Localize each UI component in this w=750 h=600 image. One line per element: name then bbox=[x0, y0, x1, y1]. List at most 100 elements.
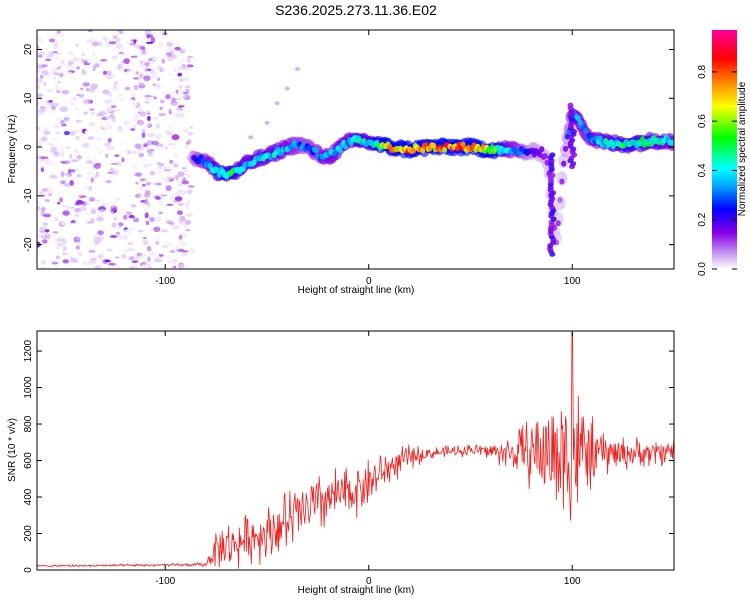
noise-speckle bbox=[41, 234, 49, 239]
noise-speckle bbox=[114, 62, 119, 66]
noise-speckle bbox=[38, 138, 47, 141]
y-tick-label: 1000 bbox=[23, 376, 34, 399]
noise-speckle bbox=[88, 38, 94, 44]
noise-speckle bbox=[41, 70, 49, 75]
noise-speckle bbox=[179, 49, 186, 54]
noise-speckle bbox=[155, 30, 163, 35]
noise-speckle bbox=[86, 250, 95, 253]
noise-speckle bbox=[52, 133, 57, 139]
noise-speckle bbox=[177, 171, 185, 178]
noise-speckle bbox=[147, 115, 151, 122]
noise-speckle bbox=[38, 231, 45, 238]
noise-speckle bbox=[161, 172, 169, 177]
colorbar-tick-label: 0.6 bbox=[697, 114, 708, 128]
noise-speckle bbox=[146, 67, 149, 71]
noise-speckle bbox=[54, 238, 63, 243]
noise-speckle bbox=[183, 96, 187, 100]
noise-speckle bbox=[169, 194, 176, 200]
noise-speckle bbox=[42, 91, 50, 96]
noise-speckle bbox=[159, 252, 167, 255]
noise-speckle bbox=[146, 34, 151, 39]
noise-speckle bbox=[54, 64, 63, 68]
noise-speckle bbox=[120, 53, 126, 56]
noise-speckle bbox=[65, 146, 71, 149]
noise-speckle bbox=[79, 218, 85, 221]
ridge-blob bbox=[542, 153, 549, 160]
noise-speckle bbox=[96, 199, 100, 203]
noise-speckle bbox=[131, 91, 137, 98]
noise-speckle bbox=[133, 39, 137, 44]
noise-speckle bbox=[136, 252, 142, 257]
colorbar-tick-label: 0.8 bbox=[697, 64, 708, 78]
noise-speckle bbox=[176, 210, 183, 216]
noise-speckle bbox=[139, 73, 143, 79]
noise-speckle bbox=[135, 181, 139, 185]
noise-speckle bbox=[167, 124, 174, 128]
noise-speckle bbox=[52, 43, 59, 50]
noise-speckle bbox=[103, 142, 111, 147]
noise-speckle bbox=[119, 150, 128, 154]
noise-speckle bbox=[123, 120, 131, 126]
noise-speckle bbox=[111, 55, 118, 60]
noise-speckle bbox=[142, 184, 146, 187]
noise-speckle bbox=[57, 201, 61, 205]
noise-speckle bbox=[174, 245, 181, 251]
noise-speckle bbox=[44, 162, 50, 166]
noise-speckle bbox=[110, 47, 117, 53]
noise-speckle bbox=[147, 153, 154, 157]
noise-speckle bbox=[37, 141, 42, 147]
noise-speckle bbox=[180, 59, 186, 62]
noise-speckle bbox=[46, 189, 54, 195]
noise-speckle bbox=[59, 34, 65, 37]
noise-speckle bbox=[125, 150, 132, 154]
colorbar-tick-label: 0.0 bbox=[697, 262, 708, 276]
noise-speckle bbox=[180, 252, 187, 257]
noise-speckle bbox=[78, 195, 87, 199]
noise-speckle bbox=[178, 220, 184, 224]
noise-speckle bbox=[155, 221, 159, 227]
noise-speckle bbox=[93, 206, 97, 211]
noise-speckle bbox=[152, 86, 161, 90]
ridge-blob bbox=[337, 147, 343, 154]
noise-speckle bbox=[134, 143, 142, 149]
noise-speckle bbox=[177, 105, 185, 108]
snr-x-label: Height of straight line (km) bbox=[298, 585, 415, 596]
ridge-blob bbox=[420, 147, 426, 154]
noise-speckle bbox=[171, 146, 178, 149]
noise-speckle bbox=[182, 30, 191, 35]
noise-speckle bbox=[37, 98, 41, 102]
noise-speckle bbox=[129, 241, 135, 244]
noise-speckle bbox=[187, 185, 195, 188]
noise-speckle bbox=[112, 33, 118, 37]
noise-speckle bbox=[162, 84, 166, 88]
noise-speckle bbox=[88, 121, 96, 128]
noise-speckle bbox=[134, 172, 142, 176]
noise-speckle bbox=[116, 95, 123, 101]
noise-speckle bbox=[81, 58, 85, 63]
noise-speckle bbox=[177, 258, 181, 261]
noise-speckle bbox=[67, 71, 73, 75]
noise-speckle bbox=[40, 266, 46, 269]
noise-speckle bbox=[128, 214, 135, 219]
noise-speckle bbox=[93, 255, 99, 261]
noise-speckle bbox=[53, 56, 61, 61]
noise-speckle bbox=[150, 36, 155, 40]
noise-speckle bbox=[76, 154, 83, 160]
noise-speckle bbox=[100, 70, 104, 76]
noise-speckle bbox=[154, 241, 160, 245]
noise-speckle bbox=[95, 216, 104, 222]
spectrogram-frame bbox=[36, 29, 675, 270]
noise-speckle bbox=[179, 122, 184, 126]
noise-speckle bbox=[177, 72, 182, 77]
faint-branch-blob bbox=[295, 67, 300, 71]
noise-speckle bbox=[182, 91, 188, 95]
noise-speckle bbox=[133, 77, 139, 80]
noise-speckle bbox=[164, 181, 172, 185]
noise-speckle bbox=[105, 180, 112, 184]
noise-speckle bbox=[47, 130, 52, 135]
noise-speckle bbox=[177, 65, 185, 70]
noise-speckle bbox=[42, 222, 49, 227]
y-tick-label: 20 bbox=[23, 44, 34, 56]
noise-speckle bbox=[75, 246, 80, 249]
noise-speckle bbox=[170, 100, 178, 106]
